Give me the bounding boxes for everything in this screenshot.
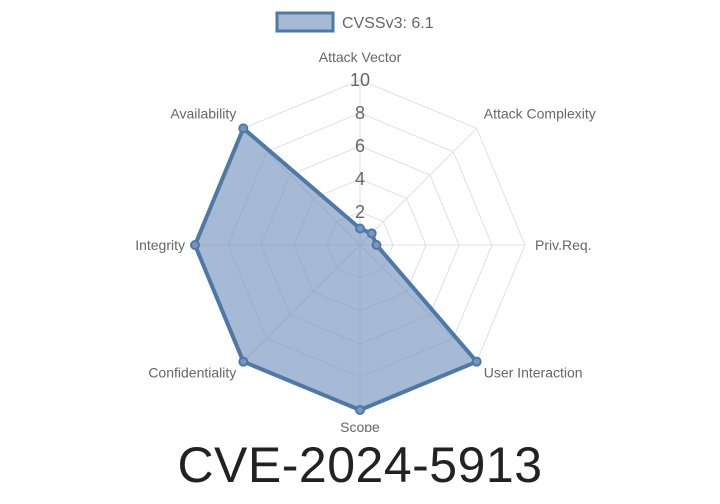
axis-label-scope: Scope bbox=[340, 419, 380, 432]
data-point-priv-req-[interactable] bbox=[371, 240, 382, 250]
chart-legend[interactable]: CVSSv3: 6.1 bbox=[275, 11, 434, 33]
radar-series bbox=[190, 123, 482, 415]
tick-label: 8 bbox=[355, 103, 365, 123]
data-point-confidentiality[interactable] bbox=[238, 356, 249, 367]
data-point-user-interaction[interactable] bbox=[471, 356, 482, 367]
spoke-1 bbox=[359, 127, 478, 246]
axis-label-attack-complexity: Attack Complexity bbox=[484, 105, 596, 121]
axis-label-confidentiality: Confidentiality bbox=[148, 365, 236, 381]
data-point-attack-complexity[interactable] bbox=[366, 228, 377, 239]
legend-label: CVSSv3: 6.1 bbox=[342, 15, 434, 32]
axis-label-attack-vector: Attack Vector bbox=[319, 49, 402, 65]
radar-chart: CVSSv3: 6.1 2 4 6 8 10 Attack Vector Attack C… bbox=[135, 11, 596, 432]
axis-label-integrity: Integrity bbox=[135, 237, 185, 253]
tick-label: 2 bbox=[355, 202, 365, 222]
tick-label: 10 bbox=[350, 70, 370, 90]
radar-axis-labels: Attack Vector Attack Complexity Priv.Req. U… bbox=[135, 49, 596, 432]
axis-label-availability: Availability bbox=[170, 105, 236, 121]
radar-tick-labels: 2 4 6 8 10 bbox=[350, 70, 370, 222]
data-point-integrity[interactable] bbox=[190, 240, 200, 250]
page-title: CVE-2024-5913 bbox=[177, 437, 543, 493]
tick-label: 6 bbox=[355, 136, 365, 156]
tick-label: 4 bbox=[355, 169, 365, 189]
axis-label-user-interaction: User Interaction bbox=[484, 365, 583, 381]
data-point-scope[interactable] bbox=[355, 405, 365, 415]
data-point-attack-vector[interactable] bbox=[355, 223, 365, 234]
axis-label-priv-req-: Priv.Req. bbox=[535, 237, 592, 253]
legend-swatch bbox=[275, 11, 335, 33]
data-point-availability[interactable] bbox=[238, 123, 249, 134]
